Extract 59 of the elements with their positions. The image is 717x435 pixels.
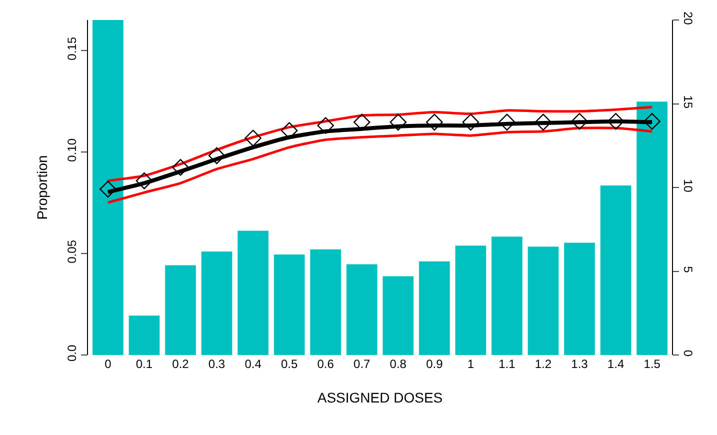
x-tick-label: 1.2 [534, 357, 552, 371]
bar [165, 265, 196, 355]
y-tick-label: 0.0 [65, 344, 80, 362]
point [644, 112, 660, 130]
bar [455, 246, 486, 355]
point [390, 114, 407, 131]
bar [310, 249, 342, 355]
x-tick-label: 0.4 [244, 357, 262, 371]
bar [346, 264, 378, 355]
point [498, 114, 516, 131]
point [280, 122, 298, 139]
point [571, 112, 588, 130]
bar [238, 230, 268, 355]
x-tick-label: 1.5 [644, 357, 661, 371]
y2-tick-label: 0 [680, 350, 695, 357]
x-tick-label: 0 [104, 357, 112, 371]
x-tick-label: 1.1 [498, 357, 516, 371]
bar [128, 316, 160, 355]
y-axis-title: Proportion [34, 155, 50, 220]
bar [92, 20, 124, 355]
point [317, 117, 334, 134]
x-tick-label: 0.8 [390, 357, 407, 371]
y2-tick-label: 15 [680, 95, 695, 109]
point [607, 112, 624, 130]
point [172, 159, 189, 176]
x-tick-label: 0.5 [280, 357, 298, 371]
point [426, 114, 443, 131]
bar [382, 276, 414, 355]
bar [528, 246, 559, 355]
x-tick-label: 1.4 [607, 357, 624, 371]
point [100, 180, 116, 198]
x-axis-title: ASSIGNED DOSES [317, 389, 443, 406]
y2-tick-label: 5 [680, 266, 695, 274]
point [136, 172, 153, 190]
point [534, 114, 552, 131]
x-tick-label: 0.1 [136, 357, 153, 371]
bar [201, 251, 232, 355]
x-tick-label: 1 [467, 357, 474, 371]
bar [418, 261, 450, 355]
point [462, 114, 480, 131]
point [353, 114, 370, 131]
y-tick-label: 0.15 [65, 36, 80, 60]
x-tick-label: 0.7 [354, 357, 371, 371]
x-tick-label: 0.9 [426, 357, 444, 371]
y-tick-label: 0.05 [65, 240, 80, 264]
y2-tick-label: 10 [680, 179, 695, 193]
bar [492, 236, 522, 355]
bar [564, 242, 595, 355]
point [208, 147, 226, 164]
x-tick-label: 1.3 [571, 357, 588, 371]
y-tick-label: 0.10 [65, 138, 80, 162]
x-tick-label: 0.6 [317, 357, 334, 371]
point [244, 130, 262, 146]
x-tick-label: 0.3 [208, 357, 226, 371]
y2-tick-label: 20 [680, 12, 695, 26]
bar [636, 102, 668, 355]
bar [274, 254, 305, 355]
x-tick-label: 0.2 [172, 357, 190, 371]
bar [600, 185, 632, 355]
